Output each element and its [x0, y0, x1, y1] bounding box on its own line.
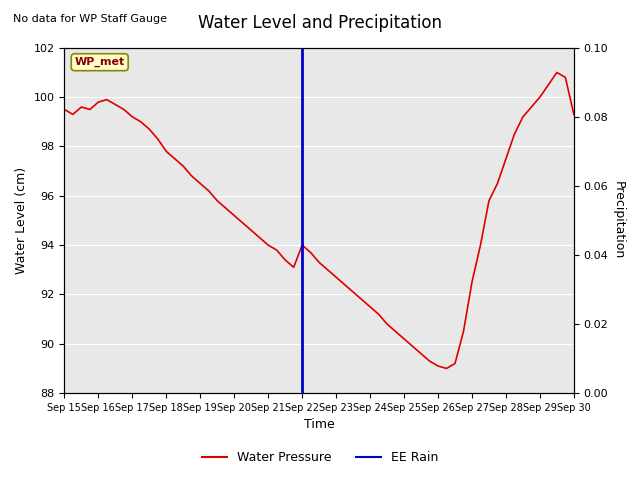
- Text: No data for WP Staff Gauge: No data for WP Staff Gauge: [13, 14, 167, 24]
- Legend: Water Pressure, EE Rain: Water Pressure, EE Rain: [196, 446, 444, 469]
- Y-axis label: Precipitation: Precipitation: [612, 181, 625, 260]
- Y-axis label: Water Level (cm): Water Level (cm): [15, 167, 28, 274]
- Text: Water Level and Precipitation: Water Level and Precipitation: [198, 14, 442, 33]
- Text: WP_met: WP_met: [75, 57, 125, 67]
- X-axis label: Time: Time: [304, 419, 335, 432]
